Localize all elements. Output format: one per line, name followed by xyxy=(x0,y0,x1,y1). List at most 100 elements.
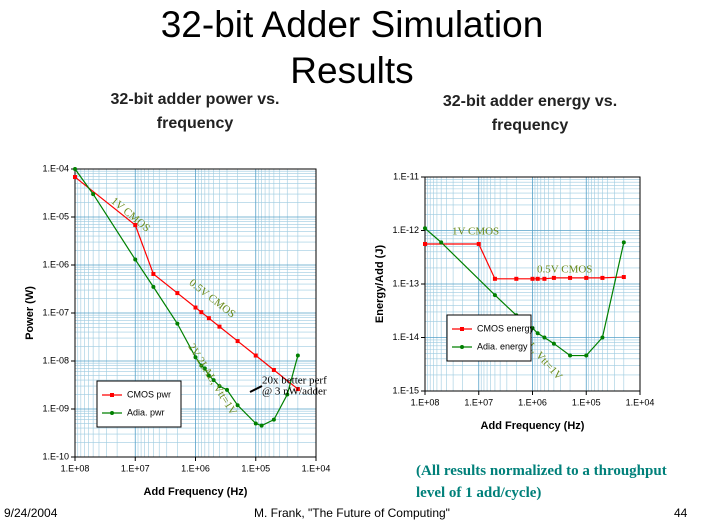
point xyxy=(423,226,427,231)
point xyxy=(133,223,138,228)
point xyxy=(151,284,156,289)
annotation: 20x better perf xyxy=(262,375,327,387)
x-tick-label: 1.E+06 xyxy=(181,463,210,473)
x-tick-label: 1.E+08 xyxy=(61,463,90,473)
series-line xyxy=(424,227,625,357)
point xyxy=(439,240,444,245)
point xyxy=(91,192,96,197)
point xyxy=(535,276,540,281)
x-tick-label: 1.E+07 xyxy=(464,397,493,407)
x-tick-label: 1.E+07 xyxy=(121,463,150,473)
plot-frame xyxy=(424,176,641,392)
x-tick-label: 1.E+04 xyxy=(626,397,655,407)
y-tick-label: 1.E-08 xyxy=(42,355,69,365)
point xyxy=(235,339,240,344)
point xyxy=(492,293,497,298)
y-tick-label: 1.E-11 xyxy=(393,171,419,181)
y-axis-label: Energy/Add (J) xyxy=(374,245,386,324)
legend-marker xyxy=(110,411,114,415)
point xyxy=(568,275,573,280)
annotation: 0.5V CMOS xyxy=(537,264,592,276)
x-axis-label: Add Frequency (Hz) xyxy=(481,420,585,432)
legend-marker xyxy=(110,393,114,397)
point xyxy=(211,378,216,383)
annotation: 1V CMOS xyxy=(452,226,499,238)
point xyxy=(584,353,589,358)
point xyxy=(600,335,605,340)
y-tick-label: 1.E-05 xyxy=(42,211,69,221)
footer-author: M. Frank, "The Future of Computing" xyxy=(254,506,450,520)
point xyxy=(217,324,222,329)
point xyxy=(133,257,138,262)
note: (All results normalized to a throughput … xyxy=(416,463,667,501)
plot-frame xyxy=(74,168,317,458)
arrow xyxy=(249,385,263,393)
point xyxy=(206,316,211,321)
y-tick-label: 1.E-10 xyxy=(42,451,69,461)
chart-title: 32-bit adder power vs. frequency xyxy=(110,91,280,132)
point xyxy=(476,241,481,246)
point xyxy=(584,275,589,280)
point xyxy=(253,421,258,426)
point xyxy=(295,353,300,358)
y-tick-label: 1.E-15 xyxy=(392,385,419,395)
y-tick-label: 1.E-13 xyxy=(392,278,419,288)
point xyxy=(151,271,156,276)
point xyxy=(568,353,573,358)
y-tick-label: 1.E-12 xyxy=(392,225,419,235)
point xyxy=(285,392,290,397)
y-tick-label: 1.E-07 xyxy=(42,307,69,317)
y-tick-label: 1.E-04 xyxy=(42,163,69,173)
y-axis-label: Power (W) xyxy=(24,286,36,340)
y-tick-label: 1.E-09 xyxy=(42,403,69,413)
x-tick-label: 1.E+08 xyxy=(411,397,440,407)
point xyxy=(542,335,547,340)
chart-title: 32-bit adder energy vs. frequency xyxy=(442,93,618,134)
point xyxy=(199,363,204,368)
x-tick-label: 1.E+06 xyxy=(518,397,547,407)
point xyxy=(73,167,77,171)
point xyxy=(271,417,276,422)
slide-title: 32-bit Adder Simulation Results xyxy=(160,4,544,91)
x-tick-label: 1.E+04 xyxy=(302,463,331,473)
point xyxy=(535,331,540,336)
y-tick-label: 1.E-14 xyxy=(392,332,419,342)
point xyxy=(621,275,626,280)
legend-label: CMOS energy xyxy=(477,323,535,333)
point xyxy=(600,275,605,280)
point xyxy=(542,276,547,281)
point xyxy=(193,305,198,310)
footer-page: 44 xyxy=(674,506,688,520)
point xyxy=(259,423,264,428)
point xyxy=(225,387,230,392)
point xyxy=(175,321,180,326)
legend-marker xyxy=(460,345,464,349)
series-line xyxy=(425,243,624,280)
series-line xyxy=(74,168,299,427)
point xyxy=(73,175,77,180)
point xyxy=(492,276,497,281)
x-tick-label: 1.E+05 xyxy=(241,463,270,473)
x-tick-label: 1.E+05 xyxy=(572,397,601,407)
point xyxy=(423,241,427,246)
x-axis-label: Add Frequency (Hz) xyxy=(144,486,248,498)
point xyxy=(551,275,556,280)
legend-label: Adia. pwr xyxy=(127,407,165,417)
point xyxy=(193,355,198,360)
y-tick-label: 1.E-06 xyxy=(42,259,69,269)
point xyxy=(217,384,222,389)
legend-label: CMOS pwr xyxy=(127,389,171,399)
point xyxy=(199,310,204,315)
point xyxy=(551,341,556,346)
point xyxy=(514,276,519,281)
annotation: @ 3 nW/adder xyxy=(262,386,327,398)
point xyxy=(530,276,535,281)
legend-box xyxy=(446,314,532,362)
point xyxy=(175,291,180,296)
legend-box xyxy=(96,380,182,428)
series-line xyxy=(74,176,299,390)
point xyxy=(253,353,258,358)
legend-marker xyxy=(460,327,464,331)
